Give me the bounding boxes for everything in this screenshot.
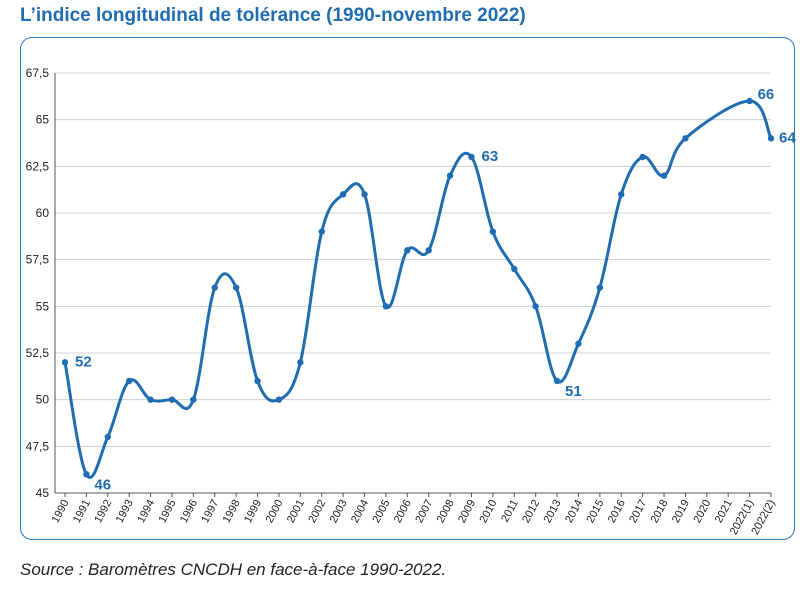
data-point <box>596 284 604 291</box>
x-tick-label: 2013 <box>542 498 564 525</box>
data-point <box>746 97 753 105</box>
data-point <box>446 172 454 179</box>
x-tick-label: 2005 <box>370 498 392 525</box>
x-tick-label: 1997 <box>199 498 221 525</box>
chart-frame <box>20 37 795 540</box>
series-line <box>63 99 773 479</box>
data-label: 51 <box>565 383 582 400</box>
y-tick-label: 50 <box>36 393 50 407</box>
x-tick-label: 1990 <box>50 498 72 525</box>
x-tick-label: 2007 <box>413 498 435 525</box>
x-tick-label: 2006 <box>392 498 414 525</box>
y-tick-label: 57,5 <box>26 253 50 267</box>
data-point <box>575 340 582 347</box>
data-point <box>61 359 69 366</box>
x-tick-label: 2004 <box>349 498 371 525</box>
data-label: 52 <box>75 353 92 370</box>
data-point <box>147 396 154 403</box>
x-tick-label: 2011 <box>499 498 521 525</box>
data-point <box>489 228 497 235</box>
data-point <box>468 153 475 161</box>
x-tick-label: 1991 <box>71 498 93 525</box>
x-tick-label: 1993 <box>114 498 136 525</box>
x-tick-label: 1995 <box>157 498 179 525</box>
y-tick-label: 65 <box>36 113 50 127</box>
data-point <box>425 247 432 254</box>
x-tick-label: 2021 <box>713 498 735 525</box>
x-tick-label: 1992 <box>92 498 114 525</box>
x-tick-label: 2001 <box>285 498 307 525</box>
x-tick-label: 2019 <box>670 498 692 525</box>
x-tick-label: 1998 <box>221 498 243 525</box>
data-label: 46 <box>94 476 111 493</box>
x-tick-label: 2015 <box>584 498 606 525</box>
data-label: 66 <box>758 86 775 103</box>
y-tick-label: 45 <box>36 486 50 500</box>
data-point <box>767 135 775 142</box>
data-label: 64 <box>779 129 796 146</box>
x-tick-label: 2016 <box>606 498 628 525</box>
data-point <box>275 396 283 403</box>
x-tick-label: 2003 <box>328 498 350 525</box>
data-point <box>232 284 240 291</box>
data-point <box>553 377 561 385</box>
data-point <box>382 303 390 310</box>
x-tick-label: 2017 <box>627 498 649 525</box>
data-label: 63 <box>481 148 498 165</box>
data-point <box>297 359 304 366</box>
data-point <box>211 284 218 291</box>
source-note: Source : Baromètres CNCDH en face-à-face… <box>20 560 447 579</box>
data-point <box>532 303 539 310</box>
y-tick-label: 60 <box>36 206 50 220</box>
data-point <box>660 172 668 179</box>
x-tick-label: 2010 <box>477 498 499 525</box>
data-point <box>682 135 689 142</box>
x-tick-label: 1996 <box>178 498 200 525</box>
chart-title: L’indice longitudinal de tolérance (1990… <box>20 5 526 26</box>
data-point <box>104 433 111 441</box>
x-tick-label: 2008 <box>435 498 457 525</box>
data-point <box>511 265 518 273</box>
x-tick-label: 1994 <box>135 498 157 525</box>
data-point <box>190 396 197 403</box>
y-tick-label: 52,5 <box>26 346 50 360</box>
y-tick-label: 55 <box>36 299 50 313</box>
data-point <box>168 396 176 403</box>
data-point <box>618 191 625 198</box>
y-tick-label: 47,5 <box>26 439 50 453</box>
data-point <box>361 191 368 198</box>
data-point <box>339 191 347 198</box>
data-point <box>318 228 325 235</box>
data-point <box>125 377 133 385</box>
x-tick-label: 2020 <box>691 498 713 525</box>
x-tick-label: 1999 <box>242 498 264 525</box>
x-tick-label: 2014 <box>563 498 585 525</box>
x-tick-label: 2018 <box>649 498 671 525</box>
y-tick-label: 67,5 <box>26 66 50 80</box>
x-tick-label: 2009 <box>456 498 478 525</box>
x-tick-label: 2012 <box>520 498 542 525</box>
data-point <box>404 247 411 254</box>
data-point <box>83 471 90 478</box>
data-point <box>254 377 261 385</box>
x-tick-label: 2002 <box>306 498 328 525</box>
y-tick-label: 62,5 <box>26 159 50 173</box>
x-tick-label: 2000 <box>263 498 285 525</box>
data-point <box>639 153 646 161</box>
